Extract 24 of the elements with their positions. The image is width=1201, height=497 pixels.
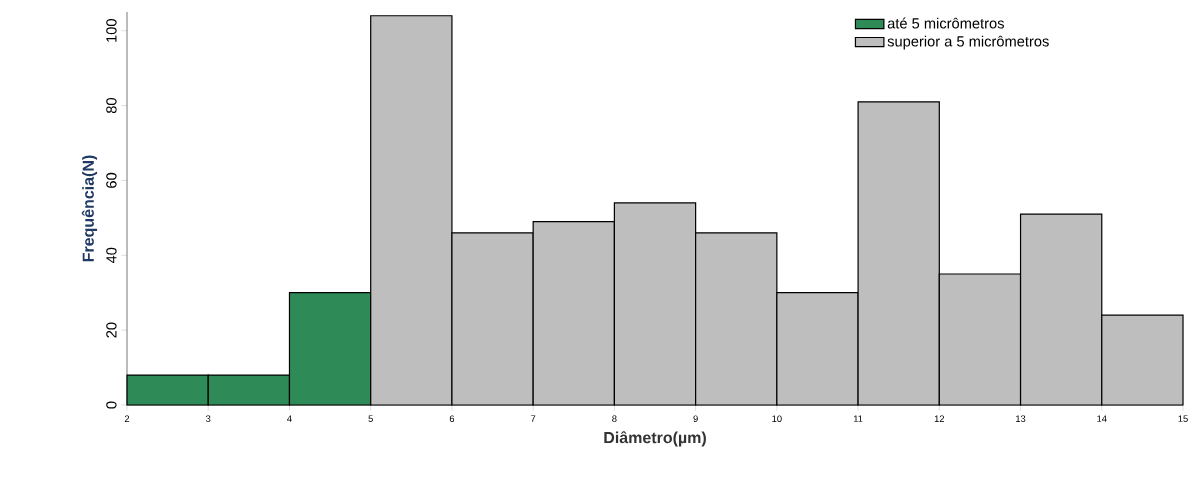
x-tick-label: 8	[612, 415, 617, 422]
x-tick-label: 9	[693, 415, 698, 422]
x-tick-label: 12	[934, 415, 945, 422]
y-tick-label: 0	[106, 401, 117, 409]
y-tick-label: 40	[106, 247, 117, 264]
y-tick-label: 20	[106, 322, 117, 338]
x-tick-label: 11	[853, 415, 863, 422]
y-tick-label: 60	[106, 172, 117, 188]
x-tick-label: 13	[1016, 415, 1026, 422]
y-tick-label: 100	[106, 19, 117, 42]
y-tick-label: 80	[106, 98, 117, 114]
x-tick-label: 10	[772, 415, 782, 422]
x-tick-label: 5	[368, 415, 373, 422]
x-tick-label: 2	[124, 415, 130, 422]
legend-label: até 5 micrômetros	[887, 17, 1004, 29]
x-tick-label: 14	[1097, 415, 1107, 422]
x-tick-label: 4	[287, 415, 292, 422]
x-tick-label: 3	[206, 415, 211, 422]
legend-label: superior a 5 micrômetros	[887, 35, 1049, 50]
x-tick-label: 6	[449, 415, 455, 422]
x-axis-title: Diâmetro(µm)	[604, 431, 706, 447]
x-tick-label: 15	[1178, 415, 1188, 422]
y-axis-title: Frequência(N)	[81, 155, 98, 262]
x-tick-label: 7	[531, 415, 536, 422]
